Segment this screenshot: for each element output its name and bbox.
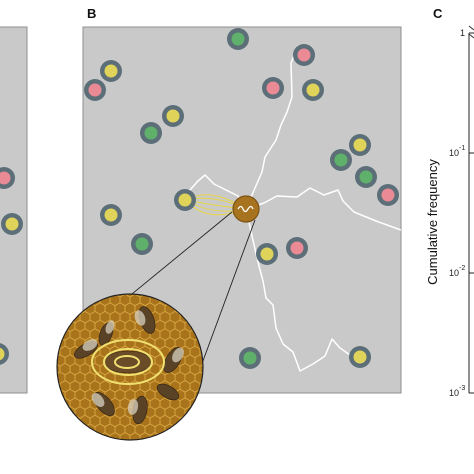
y-tick-labels: 1 10 -1 10 -2 10 -3 bbox=[449, 28, 465, 398]
y-tick-3-exp: -2 bbox=[459, 265, 465, 272]
y-tick-1-base: 1 bbox=[460, 28, 465, 38]
panel-b-bee-15-pink-marker bbox=[290, 241, 304, 255]
queen-bee bbox=[232, 195, 260, 223]
panel-b-bee-14-yellow-marker bbox=[104, 208, 118, 222]
queen-zoomed bbox=[103, 350, 153, 374]
y-tick-2-base: 10 bbox=[449, 148, 459, 158]
trajectory-2 bbox=[245, 187, 401, 231]
panel-b-bee-8-yellow-marker bbox=[306, 83, 320, 97]
panel-c-chart: 1 10 -1 10 -2 10 -3 Cumulative frequency bbox=[425, 25, 474, 398]
panel-b-bee-13-yellow-marker bbox=[178, 193, 192, 207]
y-tick-4-base: 10 bbox=[449, 388, 459, 398]
panel-b-bee-6-yellow-marker bbox=[166, 109, 180, 123]
panel-b-letter: B bbox=[87, 6, 97, 21]
panel-b-bee-1-yellow-marker bbox=[104, 64, 118, 78]
panel-b-bees bbox=[84, 28, 399, 369]
worker-bees-cluster bbox=[74, 306, 184, 425]
panel-b-bee-3-green-marker bbox=[231, 32, 245, 46]
panel-a-bee-2-yellow-marker bbox=[5, 217, 19, 231]
panel-b-bee-11-pink-marker bbox=[381, 188, 395, 202]
y-ticks bbox=[469, 32, 474, 394]
y-tick-3-base: 10 bbox=[449, 268, 459, 278]
trajectory-3 bbox=[245, 208, 361, 372]
panel-b-bee-7-pink-marker bbox=[266, 81, 280, 95]
y-tick-2-exp: -1 bbox=[459, 145, 465, 152]
y-tick-4-exp: -3 bbox=[459, 385, 465, 392]
magnified-lens bbox=[56, 293, 204, 441]
panel-a-bee-1-pink-marker bbox=[0, 171, 11, 185]
panel-b-bee-9-yellow-marker bbox=[353, 138, 367, 152]
panel-c-letter: C bbox=[433, 6, 443, 21]
data-marks-fragment bbox=[468, 25, 474, 39]
panel-b-bee-12-green-marker bbox=[359, 170, 373, 184]
panel-b-bee-10-green-marker bbox=[334, 153, 348, 167]
panel-b-bee-2-pink-marker bbox=[88, 83, 102, 97]
panel-b-bee-18-green-marker bbox=[243, 351, 257, 365]
panel-b-bee-5-green-marker bbox=[144, 126, 158, 140]
trajectory-4 bbox=[185, 174, 247, 210]
panel-b-bee-17-yellow-marker bbox=[260, 247, 274, 261]
panel-a-bees bbox=[0, 167, 23, 365]
panel-a-arena bbox=[0, 26, 28, 394]
panel-b-bee-19-yellow-marker bbox=[353, 350, 367, 364]
panel-b-bee-16-green-marker bbox=[135, 237, 149, 251]
panel-b-bee-4-pink-marker bbox=[297, 48, 311, 62]
y-axis-label: Cumulative frequency bbox=[425, 159, 440, 285]
panel-a-bee-3-yellow-marker bbox=[0, 347, 5, 361]
antenna-contact-rings bbox=[91, 339, 165, 385]
